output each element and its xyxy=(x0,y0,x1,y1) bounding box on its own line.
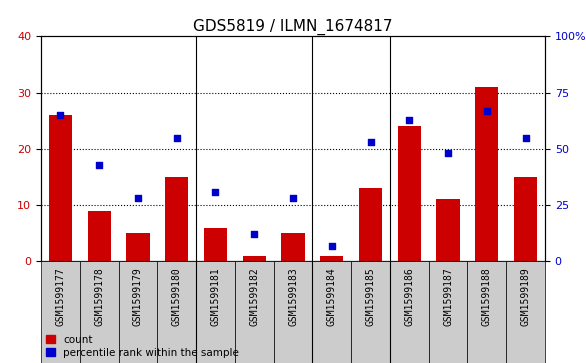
Bar xyxy=(118,261,157,363)
Bar xyxy=(437,199,459,261)
Point xyxy=(327,243,336,249)
Bar xyxy=(196,261,235,363)
Bar xyxy=(49,115,72,261)
Point xyxy=(404,117,414,122)
Bar xyxy=(87,211,111,261)
Text: GSM1599185: GSM1599185 xyxy=(366,267,376,326)
Point xyxy=(288,195,298,201)
Bar xyxy=(281,233,305,261)
Text: GSM1599189: GSM1599189 xyxy=(520,267,530,326)
Text: GSM1599180: GSM1599180 xyxy=(172,267,182,326)
Bar xyxy=(475,87,499,261)
Point xyxy=(482,108,492,114)
Text: GSM1599186: GSM1599186 xyxy=(404,267,414,326)
Point xyxy=(444,150,453,156)
Legend: count, percentile rank within the sample: count, percentile rank within the sample xyxy=(46,335,239,358)
Bar xyxy=(429,261,468,363)
Point xyxy=(521,135,530,140)
Title: GDS5819 / ILMN_1674817: GDS5819 / ILMN_1674817 xyxy=(193,19,393,35)
Text: GSM1599177: GSM1599177 xyxy=(56,267,66,326)
Bar xyxy=(165,177,188,261)
Bar xyxy=(398,126,421,261)
Bar xyxy=(390,261,429,363)
Text: GSM1599179: GSM1599179 xyxy=(133,267,143,326)
Bar xyxy=(359,188,382,261)
Text: GSM1599187: GSM1599187 xyxy=(443,267,453,326)
Point xyxy=(366,139,375,145)
Bar xyxy=(320,256,343,261)
Bar xyxy=(127,233,149,261)
Bar xyxy=(468,261,506,363)
Bar xyxy=(41,261,80,363)
Bar xyxy=(235,261,274,363)
Text: GSM1599178: GSM1599178 xyxy=(94,267,104,326)
Point xyxy=(211,189,220,195)
Bar xyxy=(351,261,390,363)
Bar xyxy=(157,261,196,363)
Bar xyxy=(80,261,118,363)
Point xyxy=(250,232,259,237)
Bar xyxy=(506,261,545,363)
Point xyxy=(133,195,142,201)
Point xyxy=(94,162,104,167)
Bar xyxy=(274,261,312,363)
Bar xyxy=(243,256,266,261)
Point xyxy=(172,135,182,140)
Text: GSM1599188: GSM1599188 xyxy=(482,267,492,326)
Bar xyxy=(312,261,351,363)
Bar xyxy=(204,228,227,261)
Text: GSM1599183: GSM1599183 xyxy=(288,267,298,326)
Text: GSM1599184: GSM1599184 xyxy=(327,267,337,326)
Bar xyxy=(514,177,537,261)
Point xyxy=(56,112,65,118)
Text: GSM1599182: GSM1599182 xyxy=(249,267,259,326)
Text: GSM1599181: GSM1599181 xyxy=(210,267,220,326)
